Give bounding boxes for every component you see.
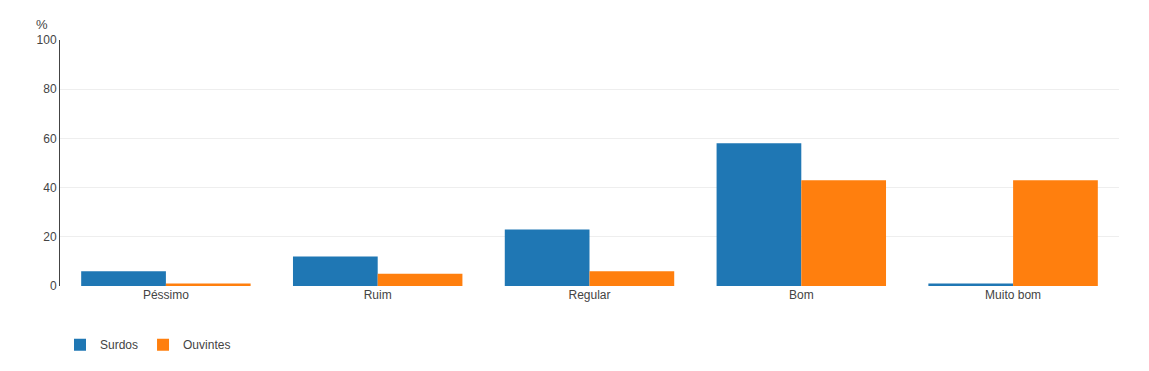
- svg-text:Bom: Bom: [789, 288, 814, 302]
- svg-text:%: %: [36, 17, 48, 32]
- svg-text:Ouvintes: Ouvintes: [183, 338, 230, 352]
- svg-text:Regular: Regular: [568, 288, 610, 302]
- svg-text:Péssimo: Péssimo: [143, 288, 189, 302]
- svg-text:20: 20: [43, 230, 57, 244]
- svg-text:100: 100: [37, 33, 57, 47]
- svg-text:80: 80: [43, 82, 57, 96]
- svg-text:0: 0: [50, 279, 57, 293]
- svg-text:Muito bom: Muito bom: [985, 288, 1041, 302]
- svg-text:60: 60: [43, 132, 57, 146]
- svg-text:Surdos: Surdos: [100, 338, 138, 352]
- svg-text:Ruim: Ruim: [364, 288, 392, 302]
- svg-text:40: 40: [43, 181, 57, 195]
